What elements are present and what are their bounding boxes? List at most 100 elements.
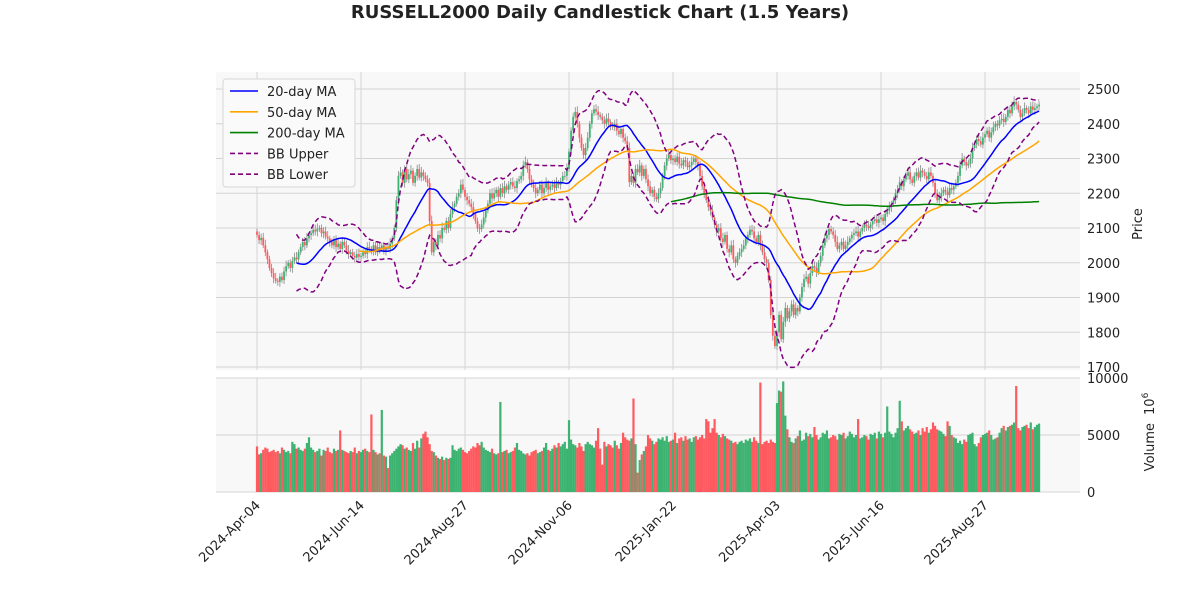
- volume-bar: [686, 439, 689, 492]
- volume-bar: [765, 440, 768, 492]
- candle-body: [667, 155, 670, 159]
- legend-label: BB Lower: [267, 168, 329, 183]
- volume-bar: [763, 441, 766, 492]
- volume-bar: [493, 453, 496, 492]
- candle-body: [324, 231, 327, 237]
- candle-body: [397, 175, 400, 201]
- volume-bar: [850, 433, 853, 492]
- candle-body: [742, 245, 745, 249]
- candle-body: [464, 189, 466, 197]
- volume-bar: [865, 436, 868, 492]
- candle-body: [917, 172, 920, 178]
- candle-body: [308, 234, 310, 239]
- candle-body: [586, 137, 589, 149]
- candle-body: [703, 186, 706, 194]
- candle-body: [322, 231, 325, 234]
- volume-bar: [696, 439, 700, 492]
- volume-bar: [397, 446, 400, 492]
- volume-bar: [917, 430, 920, 492]
- volume-bar: [357, 450, 361, 492]
- candle-body: [524, 161, 527, 166]
- candle-body: [622, 128, 624, 138]
- volume-bar: [805, 432, 808, 492]
- volume-bar: [320, 455, 323, 492]
- volume-bar: [574, 445, 577, 492]
- volume-bar: [1004, 430, 1007, 492]
- bb-upper-line: [295, 89, 1040, 271]
- volume-bar: [528, 455, 531, 492]
- candle-body: [730, 245, 733, 253]
- candle-body: [782, 321, 785, 340]
- volume-bar: [345, 452, 348, 492]
- candle-body: [528, 168, 531, 180]
- candle-body: [551, 184, 554, 187]
- volume-bar: [1002, 425, 1005, 492]
- volume-bar: [904, 428, 908, 492]
- candle-body: [1002, 118, 1005, 123]
- volume-bar: [736, 444, 739, 492]
- volume-bar: [906, 425, 910, 492]
- volume-bar: [337, 449, 340, 492]
- volume-bar: [285, 452, 288, 492]
- volume-bar: [515, 442, 519, 492]
- candle-body: [268, 259, 271, 268]
- candle-body: [836, 241, 839, 249]
- volume-bar: [324, 450, 327, 492]
- volume-bar: [931, 422, 935, 492]
- volume-bar: [264, 447, 267, 492]
- volume-bar: [757, 442, 760, 492]
- candle-body: [771, 314, 774, 336]
- volume-bar: [339, 430, 342, 492]
- volume-bar: [407, 449, 410, 492]
- candle-body: [977, 139, 980, 142]
- ma50-line: [358, 140, 1040, 275]
- candle-body: [339, 243, 342, 249]
- candle-body: [830, 229, 832, 232]
- candle-body: [293, 257, 296, 262]
- volume-bar: [449, 457, 452, 492]
- candle-body: [842, 241, 845, 249]
- candle-body: [975, 139, 978, 145]
- candle-body: [626, 141, 629, 149]
- volume-bar: [594, 440, 598, 492]
- volume-bar: [678, 438, 681, 492]
- chart-title: RUSSELL2000 Daily Candlestick Chart (1.5…: [351, 2, 849, 23]
- candle-body: [913, 175, 916, 183]
- volume-bar: [961, 444, 964, 492]
- volume-bar: [559, 446, 562, 492]
- volume-bar: [636, 472, 639, 492]
- volume-bar: [715, 432, 718, 492]
- volume-bar: [971, 432, 974, 492]
- volume-bar: [372, 449, 375, 492]
- candle-body: [561, 175, 564, 182]
- volume-bar: [495, 454, 498, 492]
- candle-body: [790, 304, 793, 312]
- volume-bar: [794, 438, 797, 492]
- volume-bar: [592, 447, 596, 492]
- volume-bar: [399, 444, 402, 492]
- candle-body: [990, 132, 993, 138]
- volume-bar: [848, 431, 851, 492]
- volume-bar: [364, 448, 367, 492]
- volume-bar: [836, 439, 839, 492]
- volume-bar: [291, 441, 294, 492]
- volume-bar: [996, 437, 999, 492]
- candle-body: [915, 172, 918, 176]
- volume-bar: [542, 447, 546, 492]
- volume-bar: [807, 436, 810, 492]
- candle-body: [399, 172, 402, 176]
- candle-body: [817, 262, 820, 273]
- volume-bar: [832, 435, 835, 492]
- candle-body: [445, 221, 448, 230]
- volume-bar: [391, 453, 394, 492]
- candle-body: [867, 226, 870, 228]
- candle-body: [653, 189, 656, 197]
- volume-bar: [482, 447, 485, 492]
- volume-bar: [1025, 424, 1028, 492]
- volume-bar: [526, 453, 529, 492]
- candle-body: [923, 172, 926, 176]
- candle-body: [597, 111, 600, 116]
- candle-body: [1011, 106, 1013, 114]
- candle-body: [688, 165, 691, 168]
- volume-bar: [713, 419, 716, 492]
